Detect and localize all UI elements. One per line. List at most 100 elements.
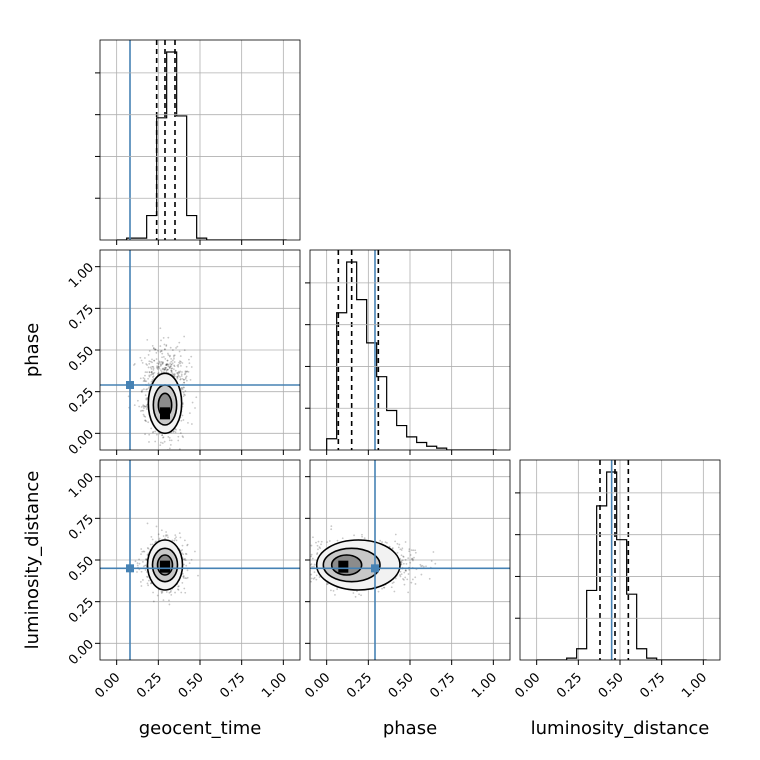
sample-point — [170, 439, 173, 442]
sample-point — [167, 354, 170, 356]
sample-point — [143, 407, 145, 409]
sample-point — [180, 373, 183, 376]
sample-point — [177, 371, 180, 374]
sample-point — [152, 452, 154, 454]
sample-point — [155, 525, 158, 528]
sample-point — [136, 571, 138, 573]
sample-point — [154, 440, 157, 443]
y-tick-label: 1.00 — [66, 260, 97, 291]
sample-point — [144, 380, 147, 383]
sample-point — [151, 358, 153, 361]
sample-point — [144, 569, 147, 571]
sample-point — [414, 576, 417, 579]
sample-point — [133, 363, 136, 365]
sample-point — [308, 567, 310, 569]
sample-point — [142, 377, 145, 379]
sample-point — [158, 367, 161, 370]
sample-point — [179, 370, 182, 373]
sample-point — [404, 569, 407, 572]
sample-point — [379, 539, 382, 542]
sample-point — [185, 577, 188, 580]
sample-point — [162, 361, 165, 364]
sample-point — [317, 548, 319, 551]
y-tick-label: 0.50 — [66, 554, 97, 585]
sample-point — [160, 350, 163, 352]
sample-point — [138, 562, 141, 565]
sample-point — [146, 388, 149, 390]
sample-point — [320, 540, 323, 543]
sample-point — [400, 560, 403, 563]
sample-point — [188, 358, 190, 361]
sample-point — [145, 558, 147, 561]
sample-point — [164, 358, 167, 360]
contour-line — [151, 547, 179, 583]
sample-point — [160, 529, 163, 532]
sample-point — [310, 573, 313, 576]
sample-point — [152, 375, 155, 377]
sample-point — [146, 338, 149, 341]
sample-point — [176, 345, 179, 348]
sample-point — [409, 561, 412, 564]
sample-point — [161, 442, 164, 444]
sample-point — [148, 457, 150, 459]
sample-point — [145, 380, 148, 383]
sample-point — [150, 582, 152, 585]
sample-point — [138, 558, 140, 561]
sample-point — [148, 360, 151, 363]
sample-point — [411, 557, 414, 560]
sample-point — [167, 368, 169, 371]
sample-point — [159, 351, 162, 353]
sample-point — [175, 347, 177, 349]
sample-point — [156, 362, 159, 365]
sample-point — [194, 550, 196, 553]
sample-point — [377, 590, 380, 593]
sample-point — [140, 553, 142, 556]
sample-point — [414, 549, 417, 552]
sample-point — [185, 370, 188, 373]
sample-point — [165, 363, 168, 366]
sample-point — [145, 564, 147, 567]
sample-point — [138, 405, 141, 408]
sample-point — [161, 434, 164, 437]
sample-point — [239, 554, 241, 556]
sample-point — [133, 364, 135, 366]
sample-point — [151, 361, 153, 364]
sample-point — [412, 549, 415, 552]
sample-point — [168, 436, 171, 439]
sample-point — [174, 373, 176, 376]
sample-point — [326, 583, 329, 586]
sample-point — [181, 581, 184, 584]
density-peak — [160, 407, 170, 420]
sample-point — [398, 543, 401, 546]
sample-point — [148, 441, 150, 443]
y-tick-label: 0.25 — [66, 385, 97, 416]
sample-point — [187, 421, 189, 424]
sample-point — [313, 576, 316, 579]
sample-point — [400, 563, 403, 566]
sample-point — [161, 362, 164, 365]
contour-line — [156, 554, 174, 576]
sample-point — [413, 556, 415, 559]
plot-area — [326, 250, 497, 450]
sample-point — [176, 371, 179, 374]
density-peak — [160, 560, 170, 573]
sample-point — [166, 363, 169, 366]
sample-point — [182, 386, 185, 389]
truth-marker — [371, 564, 379, 573]
sample-point — [144, 419, 147, 422]
sample-point — [188, 412, 191, 415]
sample-point — [186, 370, 189, 373]
sample-point — [302, 583, 304, 585]
sample-point — [156, 372, 159, 375]
sample-point — [400, 573, 403, 576]
sample-point — [150, 371, 153, 374]
sample-point — [408, 550, 411, 553]
sample-point — [400, 561, 403, 564]
sample-point — [181, 544, 184, 547]
sample-point — [170, 367, 173, 370]
sample-point — [180, 419, 183, 422]
sample-point — [352, 592, 355, 594]
sample-point — [145, 405, 148, 408]
sample-point — [316, 553, 318, 555]
sample-point — [173, 365, 176, 368]
